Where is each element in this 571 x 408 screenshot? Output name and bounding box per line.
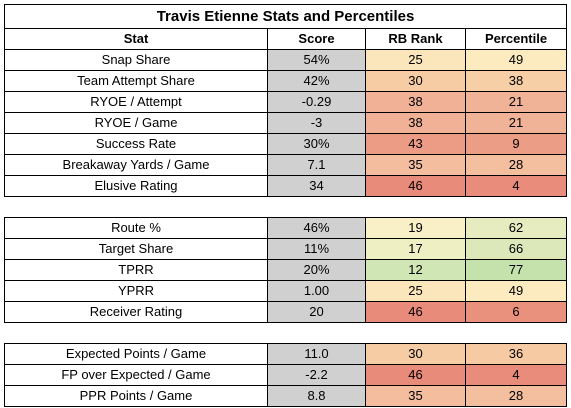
score-cell: 8.8 [267, 385, 366, 407]
stat-cell: RYOE / Game [4, 112, 268, 134]
table-row: Route % 46% 19 62 [4, 217, 568, 239]
stat-cell: YPRR [4, 280, 268, 302]
table-row: YPRR 1.00 25 49 [4, 280, 568, 302]
percentile-cell: 36 [464, 343, 568, 365]
stat-cell: FP over Expected / Game [4, 364, 268, 386]
rb-rank-cell: 12 [365, 259, 466, 281]
percentile-cell: 28 [464, 154, 568, 176]
table-row: TPRR 20% 12 77 [4, 259, 568, 281]
percentile-cell: 66 [464, 238, 568, 260]
section-spacer [4, 322, 567, 344]
score-cell: 11.0 [267, 343, 366, 365]
header-stat: Stat [4, 28, 268, 50]
percentile-cell: 4 [464, 175, 568, 197]
stat-cell: Breakaway Yards / Game [4, 154, 268, 176]
stats-table-body: Travis Etienne Stats and Percentiles Sta… [3, 4, 568, 407]
table-row: Receiver Rating 20 46 6 [4, 301, 568, 323]
header-rb-rank: RB Rank [365, 28, 466, 50]
percentile-cell: 49 [464, 49, 568, 71]
table-row: Team Attempt Share 42% 30 38 [4, 70, 568, 92]
percentile-cell: 6 [464, 301, 568, 323]
rb-rank-cell: 46 [365, 175, 466, 197]
score-cell: 34 [267, 175, 366, 197]
table-row: Target Share 11% 17 66 [4, 238, 568, 260]
stat-cell: Route % [4, 217, 268, 239]
rb-rank-cell: 35 [365, 385, 466, 407]
table-row: RYOE / Game -3 38 21 [4, 112, 568, 134]
table-row: Breakaway Yards / Game 7.1 35 28 [4, 154, 568, 176]
percentile-cell: 21 [464, 91, 568, 113]
stats-table: Travis Etienne Stats and Percentiles Sta… [3, 4, 568, 407]
score-cell: 42% [267, 70, 366, 92]
rb-rank-cell: 30 [365, 70, 466, 92]
score-cell: 20% [267, 259, 366, 281]
rb-rank-cell: 30 [365, 343, 466, 365]
rb-rank-cell: 46 [365, 301, 466, 323]
score-cell: 11% [267, 238, 366, 260]
score-cell: 1.00 [267, 280, 366, 302]
table-row: Snap Share 54% 25 49 [4, 49, 568, 71]
stat-cell: RYOE / Attempt [4, 91, 268, 113]
score-cell: 46% [267, 217, 366, 239]
rb-rank-cell: 38 [365, 91, 466, 113]
score-cell: 20 [267, 301, 366, 323]
percentile-cell: 4 [464, 364, 568, 386]
table-row: Elusive Rating 34 46 4 [4, 175, 568, 197]
table-row: RYOE / Attempt -0.29 38 21 [4, 91, 568, 113]
score-cell: -0.29 [267, 91, 366, 113]
section-spacer [4, 196, 567, 218]
percentile-cell: 49 [464, 280, 568, 302]
stat-cell: Target Share [4, 238, 268, 260]
percentile-cell: 9 [464, 133, 568, 155]
stat-cell: Elusive Rating [4, 175, 268, 197]
rb-rank-cell: 43 [365, 133, 466, 155]
stat-cell: TPRR [4, 259, 268, 281]
rb-rank-cell: 25 [365, 49, 466, 71]
stat-cell: Success Rate [4, 133, 268, 155]
table-title: Travis Etienne Stats and Percentiles [3, 4, 568, 29]
title-row: Travis Etienne Stats and Percentiles [3, 4, 568, 29]
percentile-cell: 77 [464, 259, 568, 281]
table-row: PPR Points / Game 8.8 35 28 [4, 385, 568, 407]
spacer-cell [4, 322, 567, 344]
score-cell: 54% [267, 49, 366, 71]
percentile-cell: 28 [464, 385, 568, 407]
rb-rank-cell: 35 [365, 154, 466, 176]
percentile-cell: 38 [464, 70, 568, 92]
stat-cell: PPR Points / Game [4, 385, 268, 407]
rb-rank-cell: 38 [365, 112, 466, 134]
score-cell: -3 [267, 112, 366, 134]
stat-cell: Expected Points / Game [4, 343, 268, 365]
table-row: Expected Points / Game 11.0 30 36 [4, 343, 568, 365]
percentile-cell: 21 [464, 112, 568, 134]
rb-rank-cell: 25 [365, 280, 466, 302]
rb-rank-cell: 19 [365, 217, 466, 239]
score-cell: 30% [267, 133, 366, 155]
score-cell: -2.2 [267, 364, 366, 386]
rb-rank-cell: 46 [365, 364, 466, 386]
header-score: Score [267, 28, 366, 50]
stat-cell: Snap Share [4, 49, 268, 71]
table-row: Success Rate 30% 43 9 [4, 133, 568, 155]
spacer-cell [4, 196, 567, 218]
header-percentile: Percentile [464, 28, 568, 50]
rb-rank-cell: 17 [365, 238, 466, 260]
header-row: Stat Score RB Rank Percentile [4, 28, 568, 50]
table-row: FP over Expected / Game -2.2 46 4 [4, 364, 568, 386]
stat-cell: Team Attempt Share [4, 70, 268, 92]
stat-cell: Receiver Rating [4, 301, 268, 323]
percentile-cell: 62 [464, 217, 568, 239]
score-cell: 7.1 [267, 154, 366, 176]
